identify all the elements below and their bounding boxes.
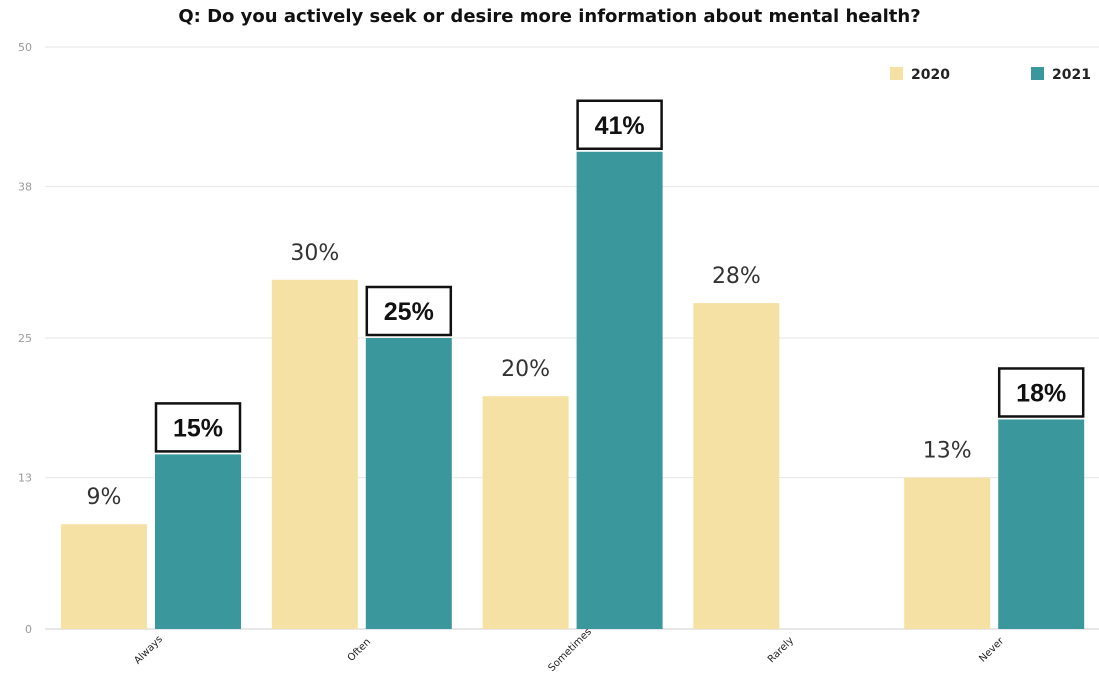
data-label-box <box>154 402 242 453</box>
category-label: Sometimes <box>546 626 593 673</box>
legend-swatch <box>890 67 903 80</box>
data-label-box <box>576 99 663 151</box>
legend-label: 2020 <box>911 67 950 83</box>
category-label: Often <box>346 637 373 664</box>
data-label: 28% <box>712 264 761 289</box>
data-label: 25% <box>384 298 434 326</box>
bar <box>576 151 663 629</box>
y-tick-label: 25 <box>18 332 32 345</box>
data-label: 13% <box>923 439 972 464</box>
bar <box>155 454 241 629</box>
category-label: Never <box>977 635 1006 664</box>
data-label: 41% <box>595 112 645 140</box>
y-tick-label: 0 <box>25 623 32 636</box>
data-label: 20% <box>501 357 550 382</box>
bar <box>365 338 452 629</box>
data-label-box <box>997 367 1085 418</box>
bar <box>904 477 991 629</box>
data-label: 15% <box>173 414 223 442</box>
legend-swatch <box>1031 67 1044 80</box>
legend-label: 2021 <box>1052 67 1091 83</box>
category-label: Rarely <box>766 635 796 665</box>
bar <box>693 303 780 629</box>
y-tick-label: 38 <box>18 181 32 194</box>
bar <box>61 524 147 629</box>
bar <box>998 419 1085 629</box>
data-label-box <box>365 285 453 337</box>
data-label: 18% <box>1016 379 1066 407</box>
bar <box>271 279 358 629</box>
chart-title: Q: Do you actively seek or desire more i… <box>178 6 921 27</box>
category-label: Always <box>132 634 165 667</box>
bar <box>482 396 569 629</box>
data-label: 30% <box>290 241 339 266</box>
y-tick-label: 13 <box>18 472 32 485</box>
y-tick-label: 50 <box>18 41 32 54</box>
data-label: 9% <box>87 485 122 510</box>
